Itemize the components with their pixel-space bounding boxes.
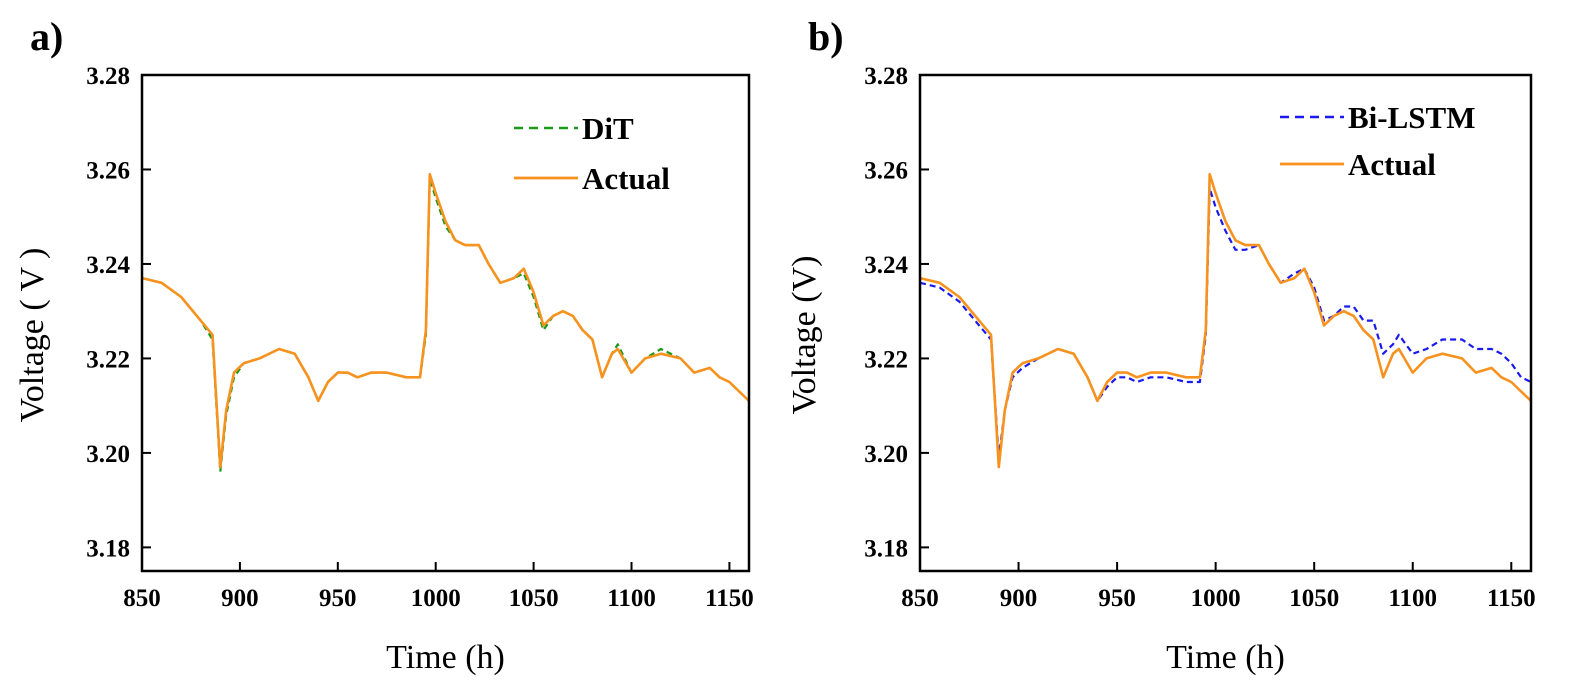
plot-frame	[918, 73, 1533, 573]
x-tick-label: 850	[123, 585, 161, 612]
legend-label: DiT	[582, 111, 634, 146]
y-tick-label: 3.18	[86, 535, 130, 562]
y-axis-title: Voltage (V)	[786, 256, 823, 415]
y-tick-label: 3.28	[864, 63, 908, 90]
x-tick-label: 950	[1098, 585, 1136, 612]
series-line-bi-lstm	[920, 187, 1531, 459]
legend: Bi-LSTM Actual	[1280, 100, 1475, 182]
chart-panel-b: b) 850 900 950 1000 1050 1100 1150 3.18 3.20 3.22 3…	[786, 14, 1536, 676]
chart-panel-a: a) 850 900 950 1000 1050 1100 1150 3.18 3.20 3.22 3…	[14, 14, 754, 676]
x-tick-label: 1100	[607, 585, 656, 612]
series-line-actual	[142, 172, 749, 469]
x-axis-title: Time (h)	[386, 639, 505, 676]
legend: DiT Actual	[514, 111, 670, 196]
panel-label: a)	[30, 14, 63, 59]
series-group	[142, 172, 749, 473]
x-tick-label: 1100	[1388, 585, 1437, 612]
legend-label: Actual	[582, 161, 670, 196]
x-tick-label: 850	[901, 585, 939, 612]
x-tick-label: 1000	[1191, 585, 1241, 612]
legend-label: Actual	[1348, 147, 1436, 182]
y-tick-label: 3.22	[864, 346, 908, 373]
x-tick-label: 950	[319, 585, 357, 612]
series-line-actual	[920, 172, 1531, 469]
panel-label: b)	[808, 14, 844, 59]
x-tick-label: 900	[221, 585, 259, 612]
y-tick-label: 3.20	[864, 441, 908, 468]
y-tick-label: 3.22	[86, 346, 130, 373]
x-axis-title: Time (h)	[1166, 639, 1285, 676]
plot-frame	[140, 73, 751, 573]
y-tick-label: 3.26	[864, 157, 908, 184]
x-tick-label: 1150	[1487, 585, 1536, 612]
x-tick-label: 1150	[705, 585, 754, 612]
x-tick-label: 1000	[411, 585, 461, 612]
y-tick-label: 3.28	[86, 63, 130, 90]
y-tick-label: 3.18	[864, 535, 908, 562]
x-tick-label: 1050	[509, 585, 559, 612]
y-tick-label: 3.20	[86, 441, 130, 468]
y-tick-label: 3.24	[864, 252, 908, 279]
series-group	[920, 172, 1531, 469]
y-tick-label: 3.26	[86, 157, 130, 184]
x-tick-label: 1050	[1289, 585, 1339, 612]
y-axis-title: Voltage ( V )	[14, 248, 51, 423]
legend-label: Bi-LSTM	[1348, 100, 1475, 135]
y-tick-label: 3.24	[86, 252, 130, 279]
x-tick-label: 900	[1000, 585, 1038, 612]
